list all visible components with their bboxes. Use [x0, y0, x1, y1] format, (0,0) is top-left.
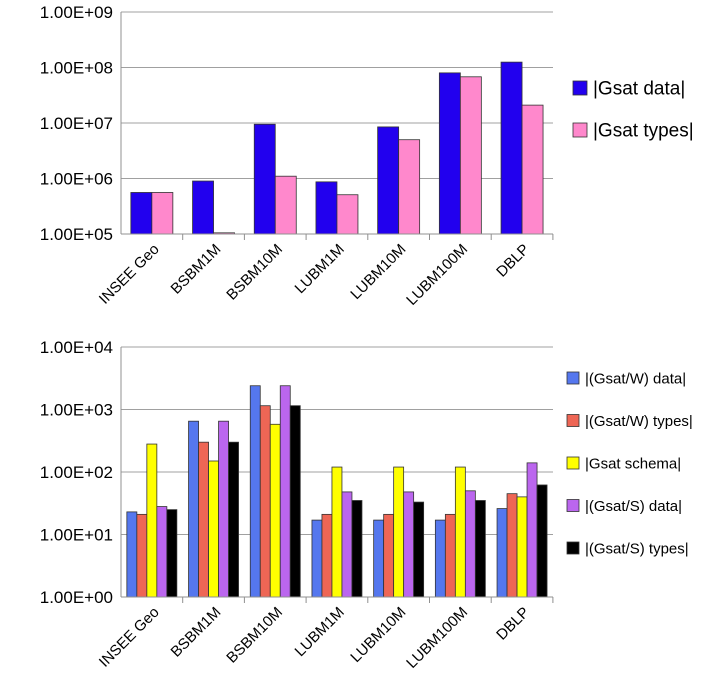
bar: [536, 484, 548, 598]
bar: [228, 441, 239, 598]
x-tick-label: INSEE Geo: [96, 604, 163, 671]
legend-label: |Gsat schema|: [585, 455, 681, 472]
bar: [269, 423, 281, 598]
x-tick-label: BSBM1M: [168, 241, 225, 298]
bar: [259, 405, 271, 598]
x-tick-label: LUBM100M: [403, 604, 471, 672]
y-tick-label: 1.00E+05: [40, 225, 113, 244]
legend-swatch: [572, 122, 588, 138]
legend-swatch: [566, 456, 580, 470]
bar: [136, 513, 148, 598]
x-tick-label: BSBM10M: [223, 241, 286, 304]
bar: [156, 506, 168, 598]
bar: [126, 511, 138, 598]
bar: [321, 513, 333, 598]
x-tick-label: LUBM1M: [292, 241, 348, 297]
bar: [192, 180, 214, 235]
bar: [516, 496, 528, 598]
bar: [403, 491, 415, 598]
bar: [373, 519, 385, 598]
x-tick-label: LUBM10M: [347, 241, 409, 303]
bar: [459, 76, 482, 235]
bar: [464, 490, 476, 598]
x-tick-label: INSEE Geo: [96, 241, 163, 308]
bar: [521, 104, 544, 235]
x-tick-label: LUBM10M: [347, 604, 409, 666]
bar: [166, 509, 178, 598]
bar: [151, 192, 174, 235]
bar: [444, 513, 456, 598]
bar: [398, 139, 421, 235]
x-tick-label: BSBM10M: [223, 604, 286, 667]
bar: [130, 192, 153, 235]
y-tick-label: 1.00E+03: [40, 401, 113, 420]
bar: [311, 519, 323, 598]
bar: [454, 466, 466, 598]
x-tick-label: LUBM100M: [403, 241, 471, 309]
y-tick-label: 1.00E+01: [40, 526, 113, 545]
legend-label: |(Gsat/W) data|: [585, 370, 686, 387]
x-tick-label: DBLP: [493, 604, 533, 644]
legend-swatch: [566, 499, 580, 512]
y-tick-label: 1.00E+00: [40, 588, 113, 607]
bar: [377, 126, 400, 235]
y-tick-label: 1.00E+08: [40, 59, 113, 78]
legend-label: |(Gsat/W) types|: [585, 413, 693, 430]
bar: [341, 491, 353, 598]
legend: |(Gsat/W) data| |(Gsat/W) types| |Gsat sch…: [566, 370, 693, 557]
legend-swatch: [566, 414, 580, 427]
bar: [526, 462, 538, 598]
bar: [506, 493, 518, 598]
x-tick-label: LUBM1M: [292, 604, 348, 660]
legend: |Gsat data| |Gsat types|: [572, 79, 694, 142]
bar: [500, 61, 523, 235]
bar: [249, 385, 261, 598]
legend-swatch: [566, 371, 580, 385]
bar: [289, 405, 301, 598]
bar: [188, 420, 199, 598]
x-tick-label: DBLP: [493, 241, 533, 281]
bar: [383, 513, 395, 598]
bar: [279, 385, 291, 598]
legend-label: |(Gsat/S) data|: [585, 498, 682, 515]
x-tick-label: BSBM1M: [168, 604, 225, 661]
bar: [331, 466, 343, 598]
bar: [146, 443, 158, 598]
legend-label: |Gsat types|: [593, 121, 694, 142]
bar: [351, 500, 363, 598]
legend-label: |(Gsat/S) types|: [585, 540, 689, 557]
bar: [413, 501, 425, 598]
y-tick-label: 1.00E+06: [40, 170, 113, 189]
bar: [253, 123, 276, 235]
y-tick-label: 1.00E+04: [40, 338, 113, 357]
legend-swatch: [572, 80, 588, 96]
bar: [474, 500, 486, 598]
chart-2: 1.00E+00 1.00E+01 1.00E+02 1.00E+03 1.00E+04…: [40, 338, 693, 672]
bar: [496, 508, 508, 598]
bar: [208, 460, 219, 598]
y-tick-label: 1.00E+07: [40, 114, 113, 133]
bar: [393, 466, 405, 598]
bar: [218, 420, 229, 598]
bar: [336, 194, 359, 235]
chart-1: 1.00E+05 1.00E+06 1.00E+07 1.00E+08 1.00E+09…: [40, 3, 694, 309]
bar: [198, 441, 209, 598]
bar: [274, 175, 297, 235]
bar: [438, 72, 461, 235]
legend-label: |Gsat data|: [593, 79, 685, 100]
bar: [434, 519, 446, 598]
legend-swatch: [566, 541, 580, 555]
y-tick-label: 1.00E+02: [40, 463, 113, 482]
bar: [315, 181, 338, 235]
y-tick-label: 1.00E+09: [40, 3, 113, 22]
